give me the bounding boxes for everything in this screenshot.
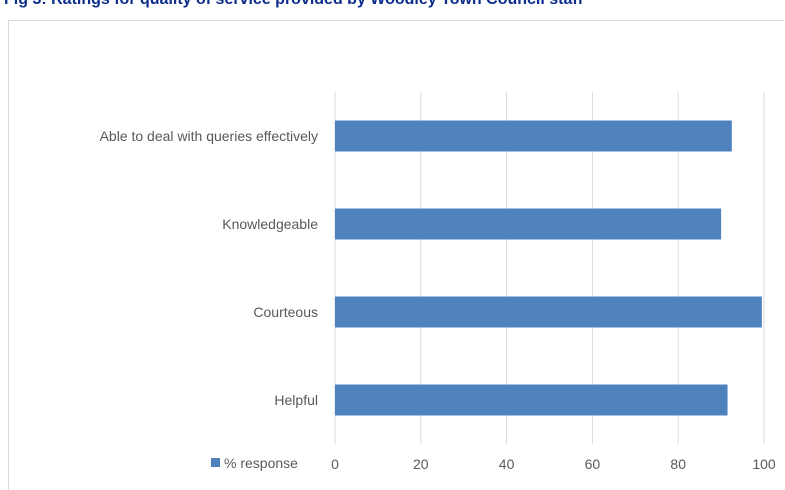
x-tick-label: 100 [752,456,776,472]
category-label: Knowledgeable [222,216,318,232]
x-tick-labels: 0 20 40 60 80 100 [331,456,776,472]
x-tick-label: 60 [585,456,601,472]
bar [335,384,728,416]
chart-title: Fig 3: Ratings for quality of service pr… [4,0,583,9]
category-labels: Able to deal with queries effectively Kno… [100,128,319,408]
legend: % response [211,455,298,471]
legend-label: % response [224,455,298,471]
bar [335,296,762,328]
bar [335,208,722,240]
legend-swatch [211,458,220,467]
bars [335,120,762,416]
x-tick-label: 20 [413,456,429,472]
chart-frame [8,20,784,490]
x-tick-label: 80 [670,456,686,472]
category-label: Courteous [253,304,318,320]
x-tick-label: 0 [331,456,339,472]
bar [335,120,732,152]
category-label: Helpful [274,392,318,408]
x-tick-label: 40 [499,456,515,472]
bar-chart: Able to deal with queries effectively Kno… [100,92,776,472]
category-label: Able to deal with queries effectively [100,128,318,144]
